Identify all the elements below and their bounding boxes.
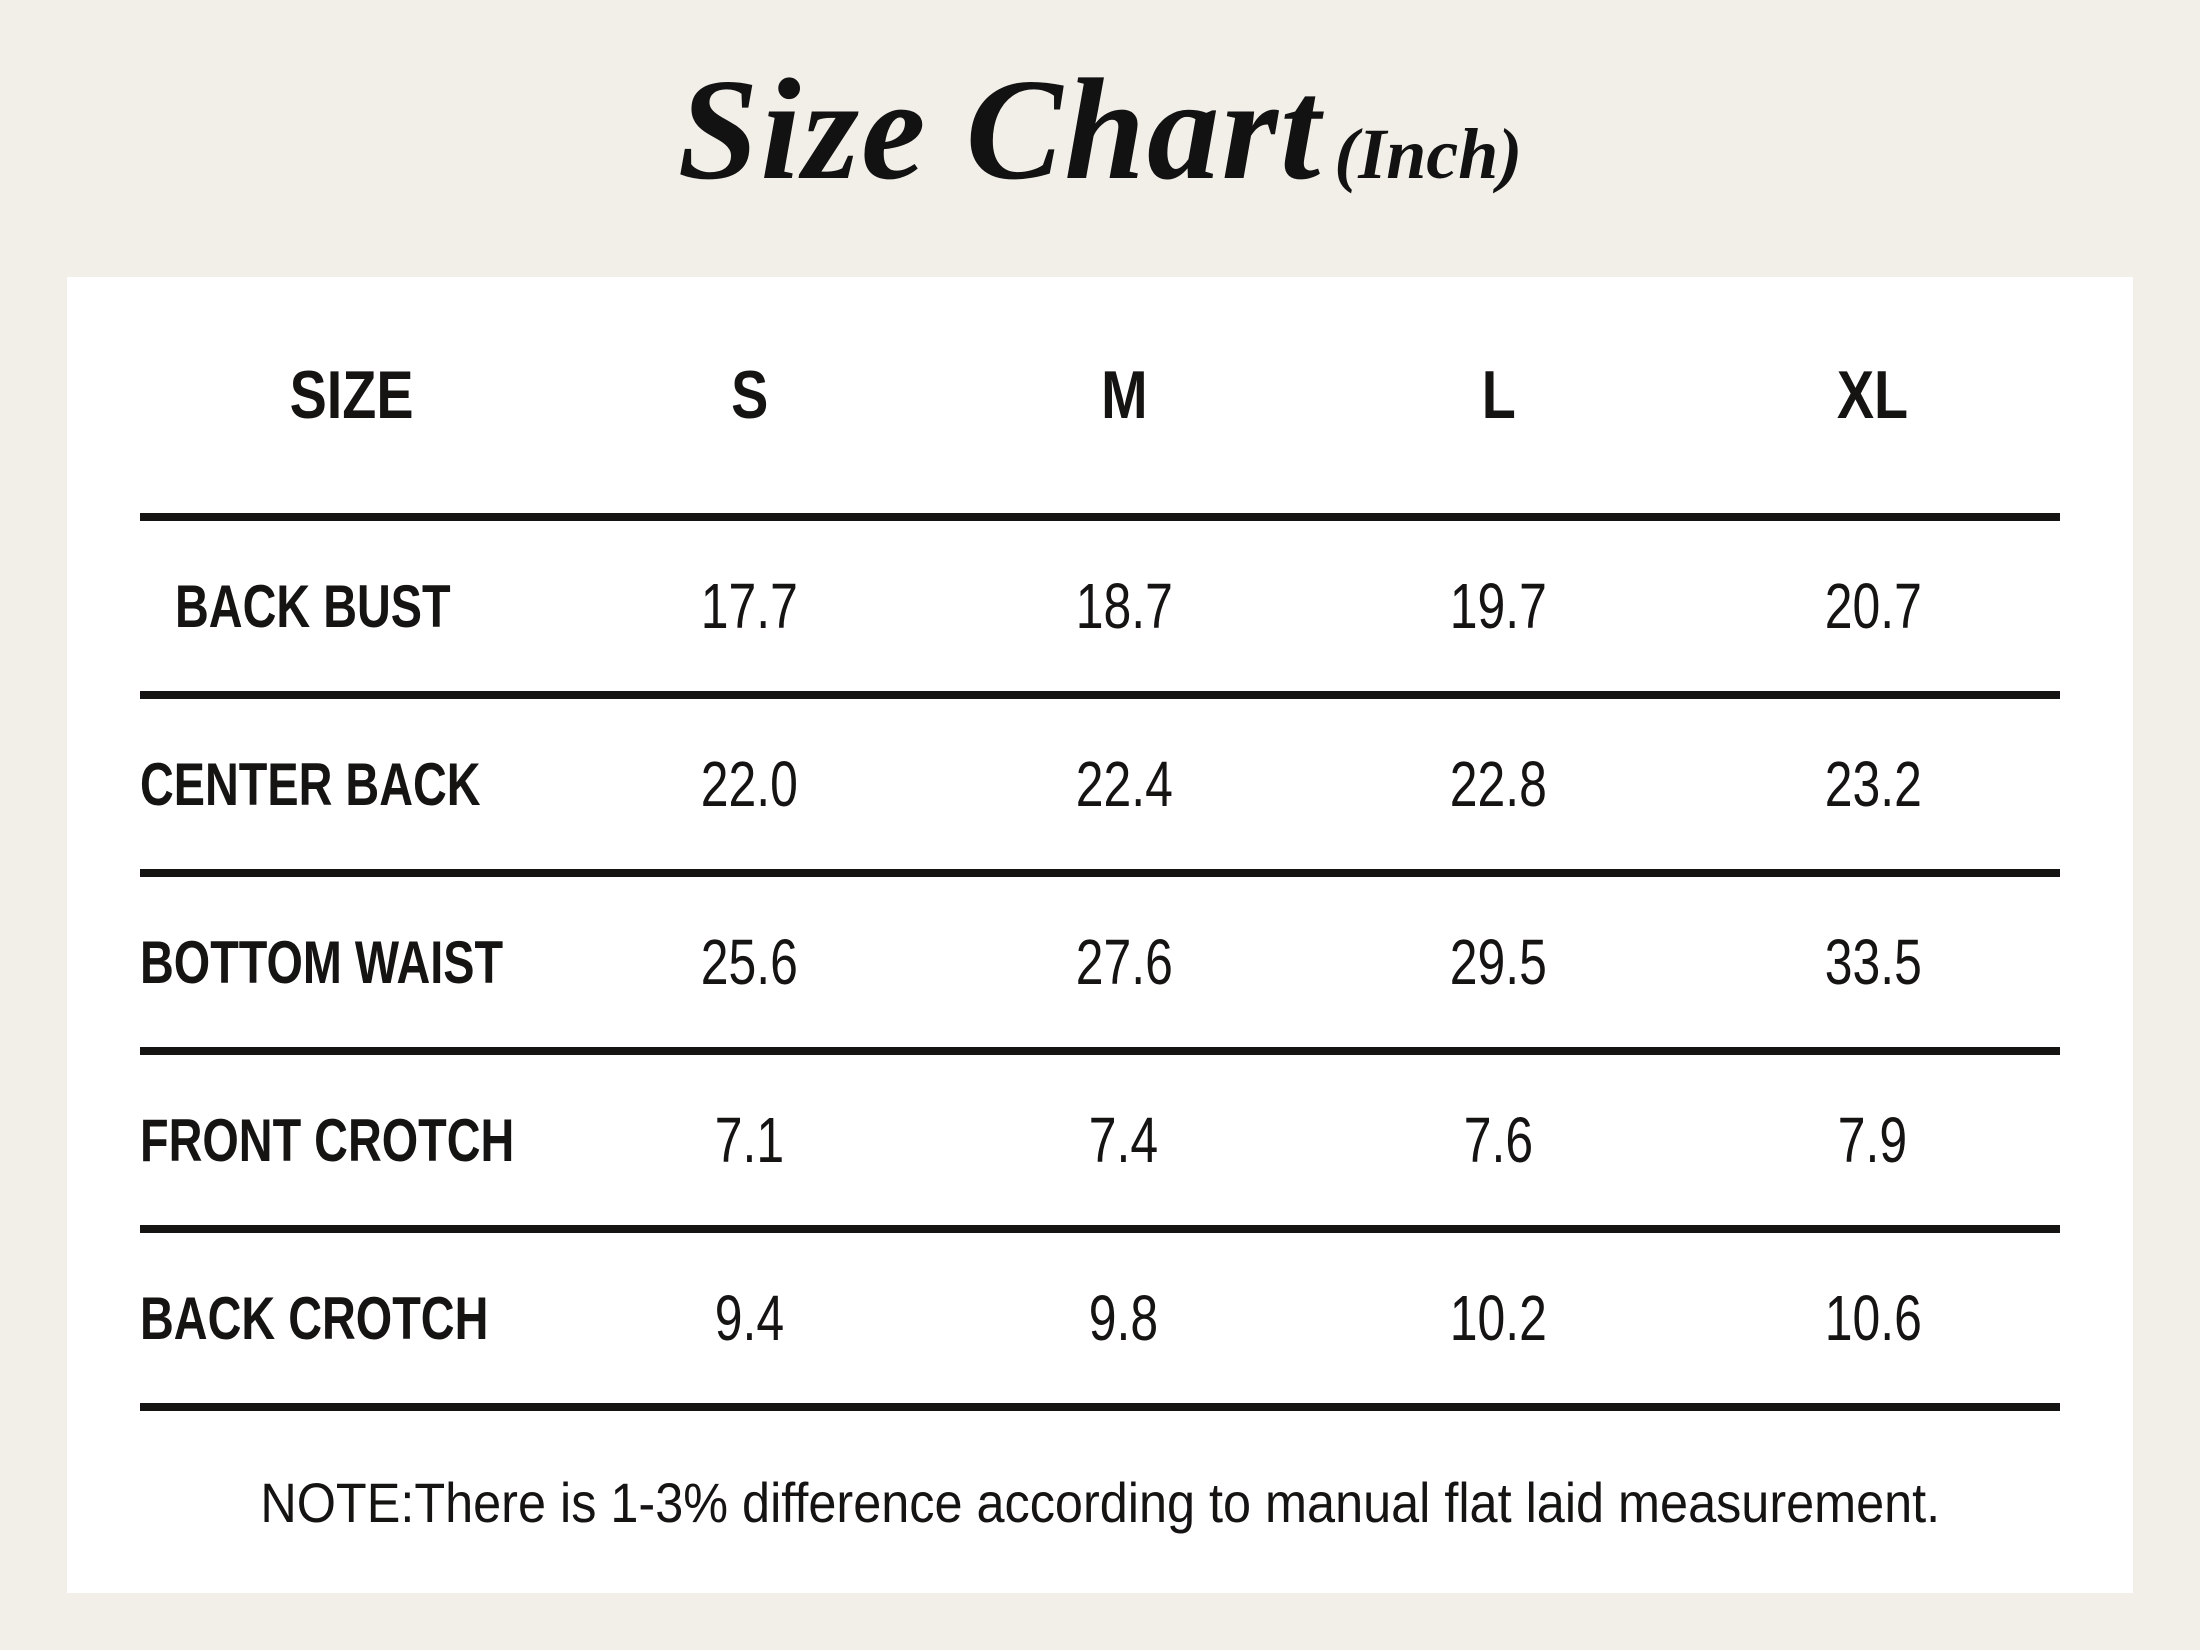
cell-value: 29.5: [1449, 926, 1547, 998]
cell-value: 7.4: [1089, 1104, 1159, 1176]
cell-value: 7.9: [1838, 1104, 1908, 1176]
column-header-size-label: SIZE: [289, 357, 414, 433]
row-label: BOTTOM WAIST: [140, 928, 504, 996]
table-cell: 33.5: [1685, 873, 2060, 1055]
size-chart-card: SIZE S M L XL BACK BUST 17.7 18.7 19.7 2…: [67, 277, 2133, 1593]
cell-value: 22.8: [1449, 748, 1547, 820]
row-label: CENTER BACK: [140, 750, 481, 818]
table-row-front-crotch: FRONT CROTCH 7.1 7.4 7.6 7.9: [140, 1051, 2060, 1233]
column-header-s: S: [562, 277, 937, 521]
table-cell: 7.9: [1685, 1051, 2060, 1233]
cell-value: 20.7: [1824, 570, 1922, 642]
cell-value: 27.6: [1075, 926, 1173, 998]
page-title: Size Chart (Inch): [0, 0, 2200, 277]
column-header-xl: XL: [1685, 277, 2060, 521]
table-cell: 10.2: [1311, 1229, 1686, 1411]
table-row-bottom-waist: BOTTOM WAIST 25.6 27.6 29.5 33.5: [140, 873, 2060, 1055]
cell-value: 7.1: [714, 1104, 785, 1176]
note-row: NOTE:There is 1-3% difference according …: [67, 1411, 2133, 1593]
column-header-xl-label: XL: [1837, 357, 1909, 433]
cell-value: 22.4: [1075, 748, 1173, 820]
title-unit: (Inch): [1334, 114, 1523, 194]
title-text: Size Chart: [677, 50, 1323, 210]
row-label: BACK BUST: [174, 572, 451, 640]
column-header-l: L: [1311, 277, 1686, 521]
cell-value: 9.8: [1089, 1282, 1159, 1354]
table-row-back-crotch: BACK CROTCH 9.4 9.8 10.2 10.6: [140, 1229, 2060, 1411]
cell-value: 7.6: [1463, 1104, 1534, 1176]
header-row: SIZE S M L XL: [140, 277, 2060, 521]
table-row-back-bust: BACK BUST 17.7 18.7 19.7 20.7: [140, 517, 2060, 699]
table-cell: 22.0: [562, 695, 937, 877]
table-cell: 7.1: [562, 1051, 937, 1233]
size-table: SIZE S M L XL BACK BUST 17.7 18.7 19.7 2…: [140, 277, 2060, 1411]
table-row-center-back: CENTER BACK 22.0 22.4 22.8 23.2: [140, 695, 2060, 877]
row-label-cell: BACK BUST: [140, 517, 563, 699]
table-cell: 17.7: [562, 517, 937, 699]
column-header-m-label: M: [1100, 357, 1148, 433]
table-cell: 9.4: [562, 1229, 937, 1411]
row-label-cell: BACK CROTCH: [140, 1229, 563, 1411]
row-label-cell: FRONT CROTCH: [140, 1051, 563, 1233]
note-text: NOTE:There is 1-3% difference according …: [260, 1470, 1940, 1534]
table-cell: 20.7: [1685, 517, 2060, 699]
table-cell: 22.4: [936, 695, 1312, 877]
cell-value: 10.2: [1449, 1282, 1547, 1354]
cell-value: 23.2: [1824, 748, 1922, 820]
row-label: BACK CROTCH: [140, 1284, 489, 1352]
cell-value: 10.6: [1824, 1282, 1922, 1354]
row-label-cell: BOTTOM WAIST: [140, 873, 563, 1055]
table-cell: 23.2: [1685, 695, 2060, 877]
row-label: FRONT CROTCH: [140, 1106, 515, 1174]
table-cell: 27.6: [936, 873, 1312, 1055]
column-header-size: SIZE: [140, 277, 563, 521]
table-cell: 9.8: [936, 1229, 1312, 1411]
cell-value: 19.7: [1449, 570, 1547, 642]
table-cell: 29.5: [1311, 873, 1686, 1055]
cell-value: 25.6: [700, 926, 799, 998]
table-cell: 7.6: [1311, 1051, 1686, 1233]
column-header-m: M: [936, 277, 1312, 521]
row-label-cell: CENTER BACK: [140, 695, 563, 877]
cell-value: 9.4: [714, 1282, 785, 1354]
table-cell: 19.7: [1311, 517, 1686, 699]
table-cell: 18.7: [936, 517, 1312, 699]
cell-value: 17.7: [700, 570, 799, 642]
column-header-l-label: L: [1481, 357, 1516, 433]
table-cell: 22.8: [1311, 695, 1686, 877]
cell-value: 33.5: [1824, 926, 1922, 998]
table-cell: 10.6: [1685, 1229, 2060, 1411]
cell-value: 18.7: [1075, 570, 1173, 642]
table-cell: 7.4: [936, 1051, 1312, 1233]
cell-value: 22.0: [700, 748, 799, 820]
column-header-s-label: S: [730, 357, 769, 433]
table-cell: 25.6: [562, 873, 937, 1055]
